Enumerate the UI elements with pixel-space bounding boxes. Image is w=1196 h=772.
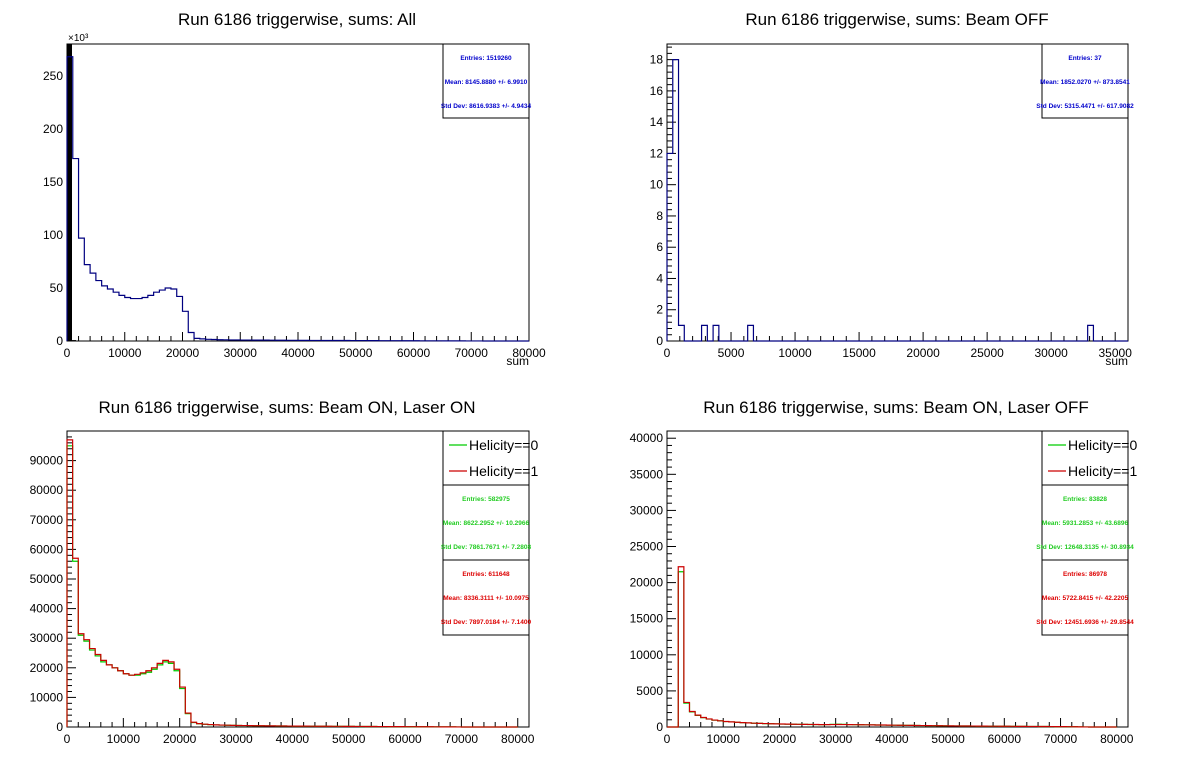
chart-title-beam-off: Run 6186 triggerwise, sums: Beam OFF <box>745 10 1048 30</box>
chart-title-laser-off: Run 6186 triggerwise, sums: Beam ON, Las… <box>703 398 1088 418</box>
x-tick-label: 30000 <box>224 346 258 360</box>
x-tick-label: 20000 <box>166 346 200 360</box>
x-tick-label: 40000 <box>281 346 315 360</box>
x-tick-label: 60000 <box>397 346 431 360</box>
x-tick-label: 10000 <box>108 346 142 360</box>
chart-title-laser-on: Run 6186 triggerwise, sums: Beam ON, Las… <box>99 398 476 418</box>
x-tick-label: 0 <box>64 346 71 360</box>
x-tick-label: 70000 <box>455 346 489 360</box>
chart-title-all: Run 6186 triggerwise, sums: All <box>178 10 416 30</box>
x-tick-label: 80000 <box>512 346 546 360</box>
x-tick-label: 50000 <box>339 346 373 360</box>
